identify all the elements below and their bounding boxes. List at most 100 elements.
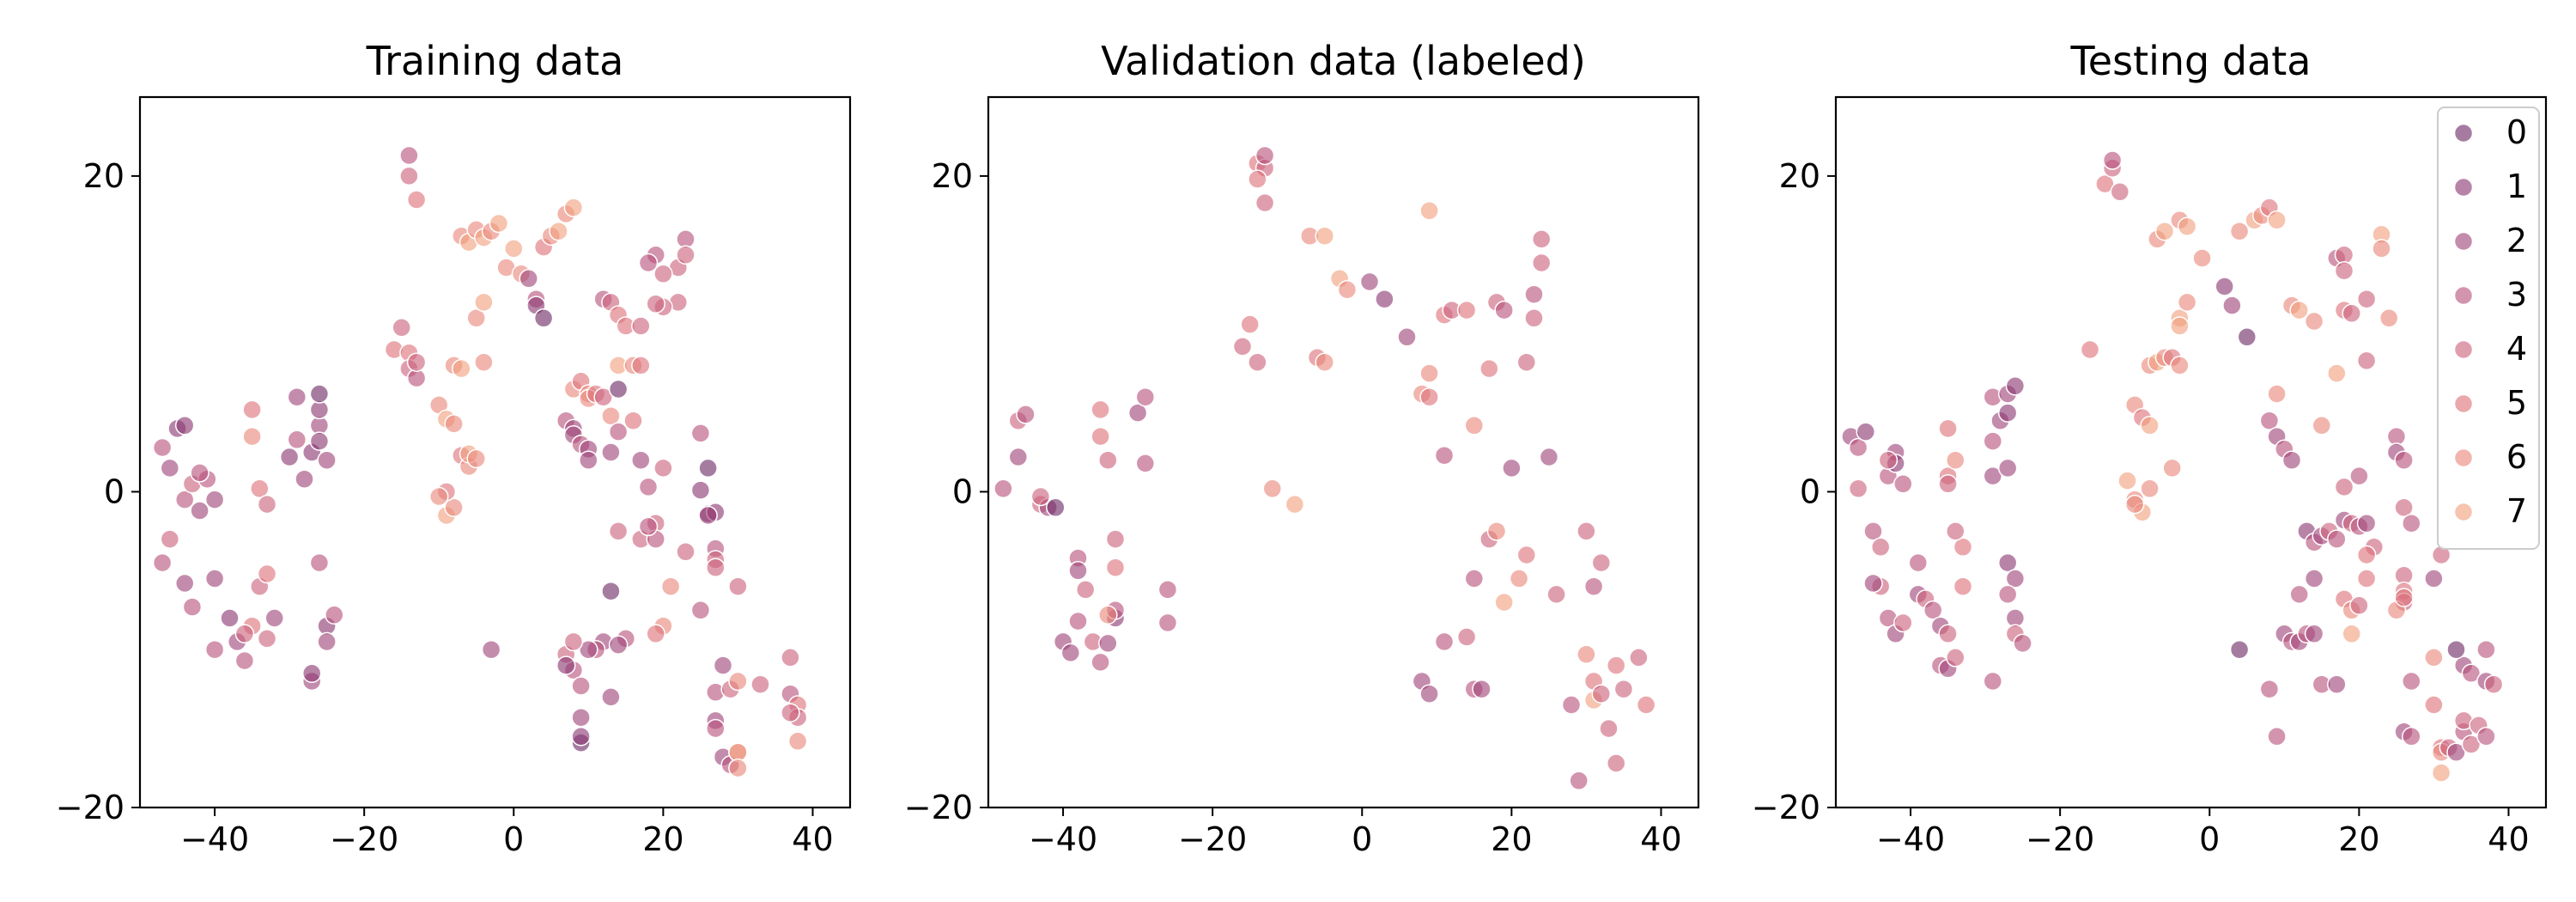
- data-point: [698, 458, 718, 478]
- data-point: [2013, 633, 2032, 654]
- data-point: [2327, 363, 2347, 383]
- data-point: [2461, 663, 2482, 684]
- data-point: [2402, 727, 2421, 747]
- data-point: [2222, 296, 2242, 315]
- data-point: [690, 600, 711, 620]
- panel-title: Training data: [366, 38, 624, 84]
- data-point: [160, 458, 180, 478]
- data-point: [2342, 624, 2361, 644]
- data-point: [1577, 644, 1596, 664]
- data-point: [608, 422, 629, 442]
- data-point: [474, 292, 494, 313]
- data-point: [2394, 497, 2414, 518]
- legend-marker: [2453, 502, 2474, 522]
- data-point: [257, 629, 277, 649]
- legend-label: 7: [2506, 492, 2527, 530]
- data-point: [204, 569, 225, 588]
- data-point: [571, 707, 591, 728]
- data-point: [1248, 352, 1267, 372]
- data-point: [2402, 513, 2421, 533]
- data-point: [2356, 289, 2377, 309]
- data-point: [2483, 674, 2504, 694]
- legend: 0 1 2 3 4 5 6 7: [2437, 107, 2540, 550]
- data-point: [317, 631, 337, 652]
- data-point: [728, 758, 748, 778]
- legend-label: 5: [2506, 384, 2527, 422]
- data-point: [1591, 552, 1612, 573]
- data-point: [601, 581, 621, 601]
- data-point: [601, 687, 621, 707]
- data-point: [1240, 314, 1260, 334]
- data-point: [2177, 292, 2197, 313]
- data-point: [608, 635, 629, 655]
- legend-marker: [2453, 448, 2474, 468]
- data-point: [1997, 458, 2018, 478]
- x-tick-label: 20: [642, 820, 683, 858]
- data-point: [1255, 192, 1275, 213]
- data-point: [1938, 418, 1958, 439]
- data-point: [608, 521, 629, 541]
- data-point: [220, 608, 240, 628]
- data-point: [1629, 648, 1649, 667]
- x-tick-label: 20: [1491, 820, 1532, 858]
- data-point: [190, 463, 210, 483]
- legend-label: 1: [2506, 168, 2527, 205]
- data-point: [257, 564, 277, 584]
- data-point: [660, 576, 681, 596]
- data-point: [2229, 221, 2250, 241]
- y-tick-label: 20: [83, 157, 125, 195]
- data-point: [1997, 552, 2018, 573]
- data-point: [2080, 339, 2100, 360]
- data-point: [2289, 300, 2309, 320]
- data-point: [287, 387, 307, 407]
- data-point: [2334, 477, 2354, 497]
- data-point: [287, 430, 307, 450]
- x-tick-label: −40: [1029, 820, 1097, 858]
- data-point: [2356, 569, 2377, 588]
- data-point: [152, 437, 173, 458]
- data-point: [1464, 569, 1485, 588]
- data-point: [242, 426, 262, 447]
- data-point: [1502, 458, 1522, 478]
- data-point: [1008, 447, 1029, 467]
- x-tick-label: 0: [503, 820, 524, 858]
- data-point: [1232, 337, 1253, 357]
- data-point: [481, 639, 501, 660]
- data-point: [571, 676, 591, 696]
- data-point: [563, 198, 584, 217]
- data-point: [2379, 308, 2399, 328]
- data-point: [452, 358, 471, 379]
- legend-label: 4: [2506, 330, 2527, 368]
- x-tick-label: 0: [1352, 820, 1372, 858]
- data-point: [2170, 316, 2190, 336]
- legend-label: 3: [2506, 276, 2527, 314]
- data-point: [309, 384, 330, 404]
- data-point: [556, 655, 576, 675]
- data-point: [690, 480, 711, 500]
- data-point: [1583, 576, 1604, 596]
- data-point: [1577, 521, 1596, 541]
- data-point: [1516, 545, 1537, 565]
- x-tick-label: −20: [2026, 820, 2094, 858]
- data-point: [579, 450, 598, 470]
- data-point: [1606, 753, 1626, 773]
- data-point: [1856, 422, 1876, 442]
- data-point: [1938, 474, 1958, 494]
- data-point: [1157, 580, 1178, 600]
- data-point: [1893, 613, 1913, 633]
- data-point: [1315, 226, 1334, 246]
- data-point: [653, 264, 673, 284]
- data-point: [399, 166, 419, 186]
- data-point: [623, 411, 643, 430]
- points: [1841, 150, 2504, 783]
- data-point: [1848, 478, 1868, 499]
- data-point: [2334, 260, 2354, 281]
- data-point: [1953, 537, 1973, 558]
- data-point: [1419, 201, 1439, 221]
- panel-title: Testing data: [2070, 38, 2312, 84]
- data-point: [295, 469, 314, 489]
- data-point: [1046, 497, 1066, 518]
- data-point: [1486, 521, 1507, 541]
- x-tick-label: −40: [1876, 820, 1945, 858]
- data-point: [1135, 454, 1156, 473]
